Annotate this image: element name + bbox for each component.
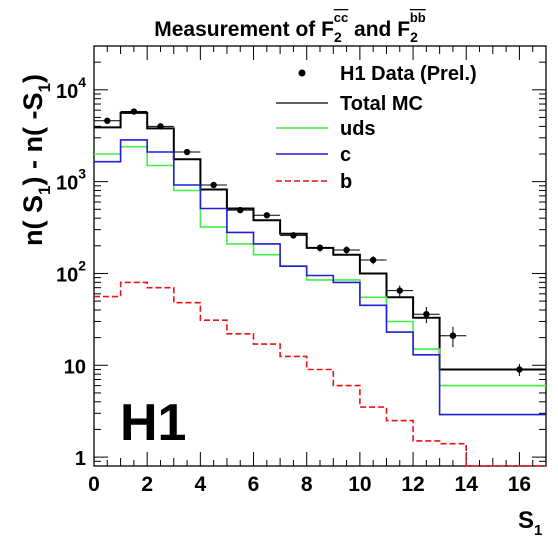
title-subscript-2: 2 [410, 29, 418, 45]
data-point [369, 256, 377, 264]
x-tick-label: 2 [141, 473, 153, 496]
data-point [396, 287, 403, 294]
plot-area [94, 46, 546, 466]
data-point [130, 108, 138, 115]
y-axis-label: n( S1) - n( -S1) [18, 74, 54, 246]
data-points-group [94, 108, 546, 376]
x-tick-label: 12 [401, 473, 424, 496]
y-tick-label-base: 1 [75, 448, 86, 470]
data-point [237, 206, 244, 214]
x-tick-label: 6 [248, 473, 260, 496]
legend-label-total-mc: Total MC [340, 93, 423, 115]
y-tick-label: 104 [56, 74, 86, 103]
legend-label-uds: uds [340, 118, 376, 140]
histograms-group [94, 111, 546, 467]
experiment-label: H1 [120, 394, 186, 452]
data-point [516, 366, 523, 373]
y-axis-label-part-2: ) - n( -S [18, 93, 48, 186]
title-group: Measurement of F2cc and F2bb [154, 10, 426, 45]
title-superscript-1: cc [334, 10, 348, 25]
legend-label-b: b [340, 171, 352, 193]
data-point [290, 232, 297, 239]
data-point [157, 123, 164, 130]
x-tick-label: 16 [508, 473, 531, 496]
y-tick-label: 102 [56, 257, 86, 286]
legend-label-h1-data-prel: H1 Data (Prel.) [340, 63, 477, 85]
data-point [263, 212, 271, 219]
legend-label-c: c [340, 144, 351, 166]
x-tick-label: 0 [88, 473, 100, 496]
x-tick-label: 14 [455, 473, 479, 496]
y-tick-label: 103 [56, 166, 86, 195]
y-tick-label: 10 [64, 356, 86, 378]
y-axis-label-subscript-1: 1 [35, 185, 54, 194]
data-point [449, 332, 457, 339]
y-tick-label-base: 10 [56, 264, 78, 286]
y-tick-label-exponent: 2 [78, 257, 86, 273]
data-point [104, 117, 111, 124]
x-tick-label: 4 [195, 473, 207, 496]
data-point [183, 148, 191, 156]
title-text-1: Measurement of F [154, 18, 334, 41]
y-axis-label-part-1: n( S [18, 195, 48, 246]
y-tick-label-base: 10 [56, 173, 78, 195]
plot-background [94, 46, 546, 466]
legend-group: H1 Data (Prel.) Total MC uds cb [276, 63, 477, 193]
y-tick-label-exponent: 4 [78, 74, 86, 90]
title-superscript-2: bb [410, 10, 426, 25]
x-axis-label: S1 [518, 507, 542, 539]
y-tick-label-base: 10 [56, 81, 78, 103]
y-axis-label-subscript-2: 1 [35, 83, 54, 92]
x-axis-label-subscript: 1 [534, 522, 542, 539]
y-tick-label-base: 10 [64, 356, 86, 378]
histogram-b [94, 281, 546, 467]
histogram-total-mc [94, 111, 546, 371]
histogram-c [94, 139, 546, 416]
chart-title: Measurement of F2cc and F2bb [154, 10, 426, 45]
title-subscript-1: 2 [334, 29, 342, 45]
x-axis-label-main: S [518, 507, 534, 534]
y-tick-label: 1 [75, 448, 86, 470]
x-tick-label: 8 [301, 473, 313, 496]
legend-marker-h1-data-prel [298, 69, 306, 77]
y-tick-label-exponent: 3 [78, 166, 86, 182]
y-axis-label-part-3: ) [18, 74, 48, 83]
data-point [210, 181, 217, 189]
x-tick-label: 10 [348, 473, 371, 496]
data-point [423, 310, 430, 318]
data-point [316, 244, 324, 252]
title-text-2: and F [348, 18, 410, 41]
data-point [343, 246, 350, 254]
